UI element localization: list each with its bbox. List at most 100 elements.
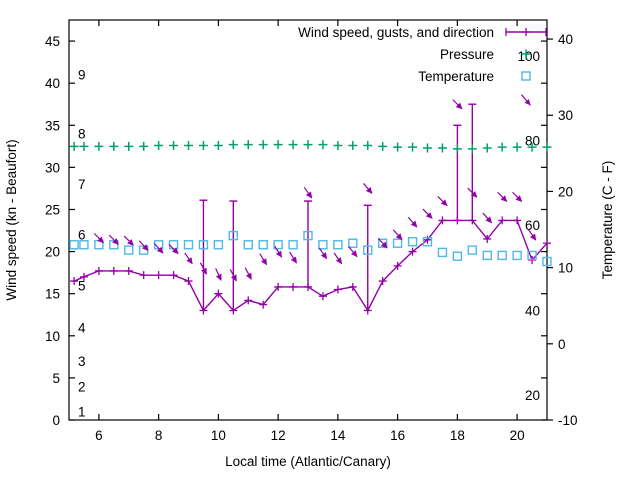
wind-speed-point <box>408 247 417 256</box>
wind-direction-arrow-head <box>141 244 149 252</box>
pressure-point <box>198 140 208 150</box>
pressure-point <box>497 142 507 152</box>
wind-direction-arrow-head <box>186 257 193 265</box>
fahrenheit-scale-label: 60 <box>525 218 540 233</box>
wind-direction-arrow-head <box>201 267 207 275</box>
wind-direction-arrow-head <box>112 238 119 245</box>
wind-direction-arrow-head <box>335 257 342 265</box>
wind-direction-arrow-head <box>515 195 523 202</box>
y-axis-tick-label: 5 <box>52 371 60 386</box>
temperature-point <box>273 240 283 250</box>
y-axis-title: Wind speed (kn - Beaufort) <box>4 139 19 300</box>
temperature-point <box>407 237 418 247</box>
temperature-point <box>288 240 298 250</box>
pressure-point <box>243 140 253 150</box>
pressure-point <box>452 144 462 154</box>
wind-direction-arrow-head <box>275 250 282 258</box>
temperature-point <box>228 230 239 241</box>
temperature-point <box>243 240 253 250</box>
temperature-point <box>392 238 403 248</box>
wind-speed-point <box>199 306 208 315</box>
fahrenheit-scale-label: 40 <box>525 303 540 318</box>
pressure-point <box>124 141 134 151</box>
fahrenheit-scale-label: 80 <box>525 133 540 148</box>
wind-direction-arrow-head <box>395 233 403 241</box>
wind-speed-point <box>348 282 357 291</box>
x-axis-tick-label: 10 <box>211 428 226 443</box>
x-axis-tick-label: 12 <box>271 428 286 443</box>
beaufort-scale-label: 2 <box>78 379 86 394</box>
temperature-point <box>363 245 373 255</box>
y-axis-tick-label: 45 <box>45 34 60 49</box>
pressure-point <box>94 141 104 151</box>
wind-speed-point <box>154 271 163 280</box>
temperature-point <box>213 240 224 250</box>
wind-speed-point <box>289 282 298 291</box>
y-axis-tick-label: 40 <box>45 76 60 91</box>
temperature-point <box>333 240 343 250</box>
fahrenheit-scale-label: 100 <box>517 49 540 64</box>
wind-direction-arrow-head <box>245 272 252 280</box>
pressure-point <box>169 140 179 150</box>
wind-direction-arrow-head <box>410 220 418 228</box>
wind-speed-point <box>543 239 551 248</box>
legend-label-2: Temperature <box>418 69 494 84</box>
beaufort-scale-label: 1 <box>78 405 86 420</box>
wind-speed-point <box>333 285 342 294</box>
y-axis-tick-label: 25 <box>45 202 60 217</box>
wind-direction-arrow-head <box>290 256 297 264</box>
pressure-point <box>69 141 79 151</box>
wind-speed-line <box>73 219 548 312</box>
wind-direction-arrow-head <box>97 236 104 244</box>
wind-direction-arrow-head <box>380 241 388 249</box>
temperature-point <box>467 245 478 255</box>
pressure-point <box>258 140 268 150</box>
y2-axis-tick-label: 10 <box>558 261 573 276</box>
pressure-point <box>482 143 492 153</box>
pressure-point <box>273 140 283 150</box>
wind-speed-point <box>378 277 387 286</box>
wind-speed-point <box>244 296 253 305</box>
pressure-point <box>154 140 164 150</box>
wind-speed-point <box>79 272 88 281</box>
wind-direction-arrow-head <box>485 216 493 224</box>
temperature-point <box>168 240 179 250</box>
wind-direction-arrow-head <box>260 258 267 266</box>
wind-speed-point <box>169 271 178 280</box>
temperature-point <box>258 240 268 250</box>
pressure-point <box>288 140 298 150</box>
y-axis-tick-label: 30 <box>45 160 60 175</box>
wind-speed-point <box>274 282 283 291</box>
legend-label-1: Pressure <box>440 47 494 62</box>
temperature-point <box>542 256 552 267</box>
wind-direction-arrow-head <box>215 273 222 281</box>
legend-sample-pressure <box>521 49 531 59</box>
y2-axis-tick-label: 20 <box>558 184 573 199</box>
temperature-point <box>452 251 463 261</box>
y2-axis-tick-label: -10 <box>558 413 578 428</box>
beaufort-scale-label: 9 <box>78 68 86 83</box>
temperature-point <box>348 238 358 248</box>
wind-speed-point <box>259 300 268 309</box>
wind-speed-point <box>498 216 507 225</box>
pressure-point <box>393 142 403 152</box>
y2-axis-tick-label: 40 <box>558 32 573 47</box>
legend-sample-plus <box>522 28 530 36</box>
wind-speed-point <box>468 216 477 225</box>
temperature-point <box>437 247 448 258</box>
y-axis-tick-label: 15 <box>45 287 60 302</box>
pressure-point <box>408 142 418 152</box>
legend-label-0: Wind speed, gusts, and direction <box>298 25 494 40</box>
pressure-point <box>512 142 522 152</box>
temperature-point <box>69 240 79 250</box>
y2-axis-tick-label: 30 <box>558 108 573 123</box>
wind-direction-arrow-head <box>320 252 328 260</box>
beaufort-scale-label: 6 <box>78 228 86 243</box>
y-axis-tick-label: 35 <box>45 118 60 133</box>
pressure-point <box>184 140 193 150</box>
wind-direction-arrow-head <box>455 102 463 110</box>
beaufort-scale-label: 4 <box>78 320 86 335</box>
pressure-point <box>437 143 447 153</box>
wind-speed-point <box>363 306 372 315</box>
